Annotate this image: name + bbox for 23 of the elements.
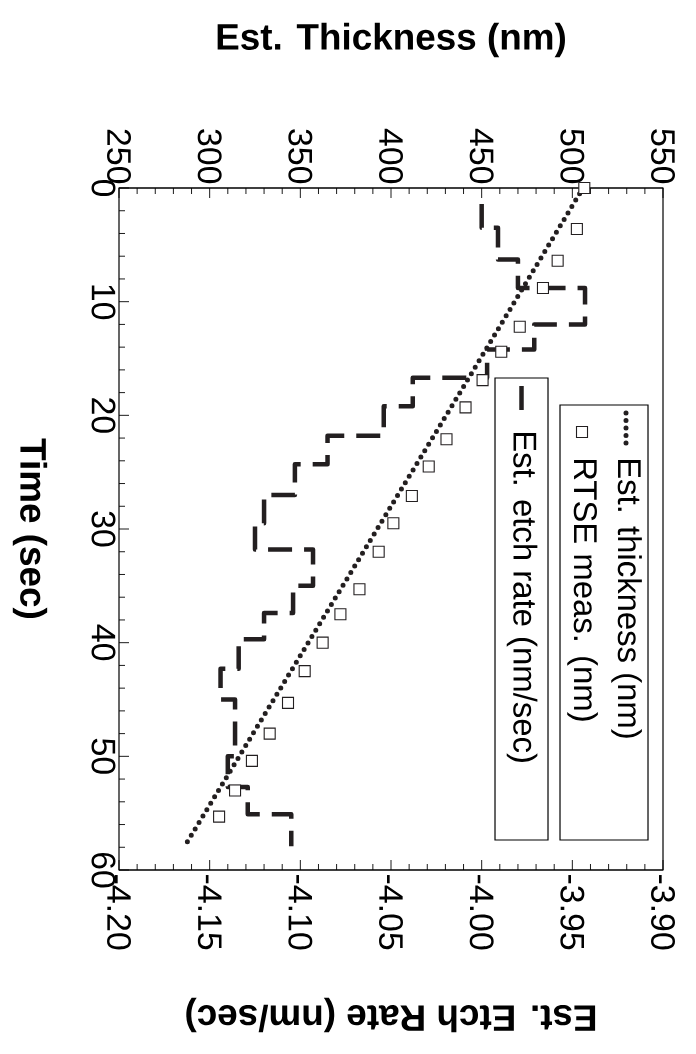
x-tick-label: -4.00 bbox=[469, 875, 494, 950]
x2-tick-label: 350 bbox=[288, 129, 313, 184]
x-tick-label: -4.15 bbox=[197, 875, 222, 950]
x2-tick-label: 500 bbox=[560, 129, 585, 184]
x-tick-label: -4.05 bbox=[379, 875, 403, 950]
legend-label: RTSE meas. (nm) bbox=[567, 459, 598, 721]
y-tick-label: 10 bbox=[91, 285, 116, 320]
y-tick-label: 30 bbox=[91, 511, 116, 547]
x2-tick-label: 400 bbox=[379, 128, 403, 184]
legend-label: Est. thickness (nm) bbox=[611, 459, 642, 738]
y-tick-label: 50 bbox=[91, 738, 116, 774]
x2-tick-label: 450 bbox=[469, 128, 494, 184]
x-tick-label: -3.95 bbox=[560, 875, 585, 950]
y-axis-title: Time (sec) bbox=[12, 438, 48, 618]
y-tick-label: 40 bbox=[91, 624, 116, 661]
x2-tick-label: 550 bbox=[651, 129, 675, 184]
legend-label: Est. etch rate (nm/sec) bbox=[506, 432, 538, 762]
x-axis-title: Est. Etch Rate (nm/sec) bbox=[186, 997, 596, 1033]
x2-tick-label: 300 bbox=[197, 129, 222, 184]
x-tick-label: -4.10 bbox=[288, 875, 313, 950]
y-tick-label: 20 bbox=[91, 398, 116, 433]
x-tick-label: -3.90 bbox=[651, 875, 675, 950]
x2-axis-title: Est. Thickness (nm) bbox=[217, 22, 565, 58]
